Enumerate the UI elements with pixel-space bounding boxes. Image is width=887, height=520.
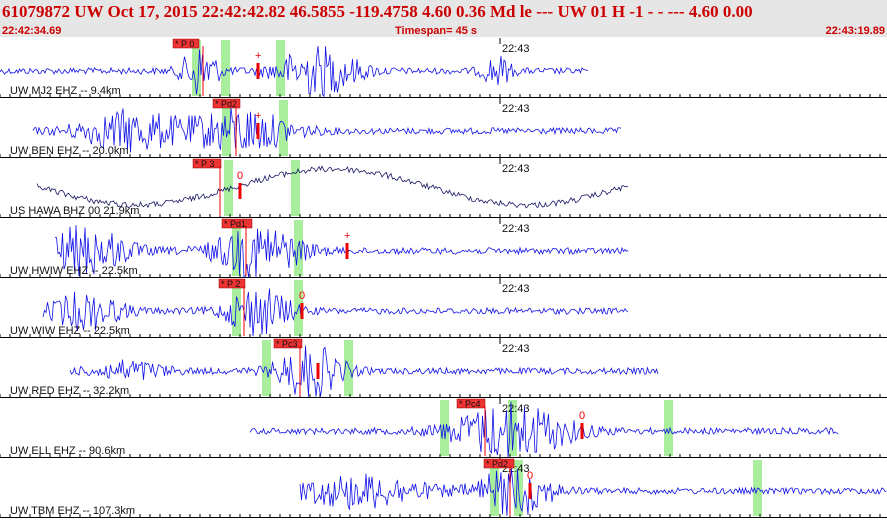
pick-flag[interactable]: [192, 158, 222, 169]
pick-label: * Pd2: [486, 459, 508, 469]
trace-row[interactable]: 22:43 * Pd2 + UW BEN EHZ -- 20.0km: [0, 98, 887, 158]
station-label: UW RED EHZ -- 32.2km: [10, 385, 129, 397]
minute-label: 22:43: [502, 223, 530, 235]
waveform-trace: [0, 46, 589, 98]
minute-label: 22:43: [502, 103, 530, 115]
pick-window: [344, 340, 353, 396]
waveform-trace: [69, 345, 659, 397]
amplitude-marker: 0: [527, 470, 533, 482]
coda-marker[interactable]: [580, 423, 584, 439]
pick-window: [222, 100, 231, 156]
station-label: UW TBM EHZ -- 107.3km: [10, 505, 135, 517]
minute-label: 22:43: [502, 43, 530, 55]
station-label: US HAWA BHZ 00 21.9km: [10, 205, 139, 217]
amplitude-marker: 0: [579, 410, 585, 422]
amplitude-marker: 0: [299, 290, 305, 302]
waveform-trace: [42, 288, 629, 337]
pick-label: * Pc3: [276, 339, 298, 349]
waveform-trace: [249, 401, 839, 458]
amplitude-marker: 0: [237, 170, 243, 182]
pick-window: [490, 460, 499, 516]
coda-marker[interactable]: [345, 243, 349, 259]
pick-label: * P 2: [221, 279, 240, 289]
station-label: UW HWIW EHZ -- 22.5km: [10, 265, 138, 277]
pick-window: [276, 40, 285, 96]
waveform-trace: [299, 468, 887, 516]
coda-marker[interactable]: [256, 63, 260, 79]
trace-row[interactable]: 22:43 * P 0 + UW MJ2 EHZ -- 9.4km: [0, 38, 887, 98]
amplitude-marker: +: [255, 110, 261, 122]
event-title: 61079872 UW Oct 17, 2015 22:42:42.82 46.…: [2, 2, 753, 21]
station-label: UW BEN EHZ -- 20.0km: [10, 145, 129, 157]
seismogram-panel[interactable]: 22:43 * P 0 + UW MJ2 EHZ -- 9.4km 22:43 * Pd2…: [0, 38, 887, 520]
pick-label: * Pd2: [215, 99, 237, 109]
pick-window: [664, 400, 673, 456]
station-label: UW MJ2 EHZ -- 9.4km: [10, 85, 121, 97]
pick-label: * P 3: [195, 159, 214, 169]
coda-marker[interactable]: [528, 483, 532, 499]
station-label: UW ELL EHZ -- 90.6km: [10, 445, 125, 457]
start-time: 22:42:34.69: [2, 25, 62, 37]
pick-window: [232, 280, 241, 336]
amplitude-marker: +: [344, 230, 350, 242]
pick-flag[interactable]: [221, 218, 253, 229]
pick-window: [294, 220, 303, 276]
pick-window: [221, 40, 230, 96]
trace-row[interactable]: 22:43 * Pc3 UW RED EHZ -- 32.2km: [0, 338, 887, 398]
pick-label: * Pc4: [459, 399, 481, 409]
pick-window: [192, 40, 201, 96]
pick-window: [279, 100, 288, 156]
pick-flag[interactable]: [483, 458, 515, 469]
minute-label: 22:43: [502, 403, 530, 415]
pick-flag[interactable]: [456, 398, 486, 409]
pick-flag[interactable]: [273, 338, 303, 349]
minute-label: 22:43: [502, 283, 530, 295]
waveform-trace: [54, 225, 629, 279]
pick-window: [508, 400, 517, 456]
minute-label: 22:43: [502, 163, 530, 175]
coda-marker[interactable]: [238, 183, 242, 199]
trace-row[interactable]: 22:43 * Pd1 + UW HWIW EHZ -- 22.5km: [0, 218, 887, 279]
amplitude-marker: +: [255, 50, 261, 62]
pick-flag[interactable]: [212, 98, 241, 109]
coda-marker[interactable]: [316, 363, 320, 379]
station-label: UW WIW EHZ -- 22.5km: [10, 325, 130, 337]
pick-window: [291, 160, 300, 216]
trace-row[interactable]: 22:43 * Pc4 0 UW ELL EHZ -- 90.6km: [0, 398, 887, 458]
waveform-trace: [36, 165, 629, 209]
timespan-label: Timespan= 45 s: [395, 25, 478, 37]
pick-window: [232, 220, 241, 276]
header-bar: 61079872 UW Oct 17, 2015 22:42:42.82 46.…: [0, 0, 887, 37]
trace-row[interactable]: 22:43 * P 2 0 UW WIW EHZ -- 22.5km: [0, 278, 887, 338]
pick-flag[interactable]: [172, 38, 200, 49]
minute-label: 22:43: [502, 343, 530, 355]
end-time: 22:43:19.89: [825, 25, 885, 37]
pick-flag[interactable]: [218, 278, 246, 289]
trace-row[interactable]: 22:43 * P 3 0 US HAWA BHZ 00 21.9km: [0, 158, 887, 218]
coda-marker[interactable]: [256, 123, 260, 139]
pick-label: * Pd1: [224, 219, 246, 229]
coda-marker[interactable]: [300, 303, 304, 319]
pick-label: * P 0: [175, 39, 194, 49]
waveform-trace: [32, 107, 622, 153]
pick-window: [224, 160, 233, 216]
pick-window: [440, 400, 449, 456]
